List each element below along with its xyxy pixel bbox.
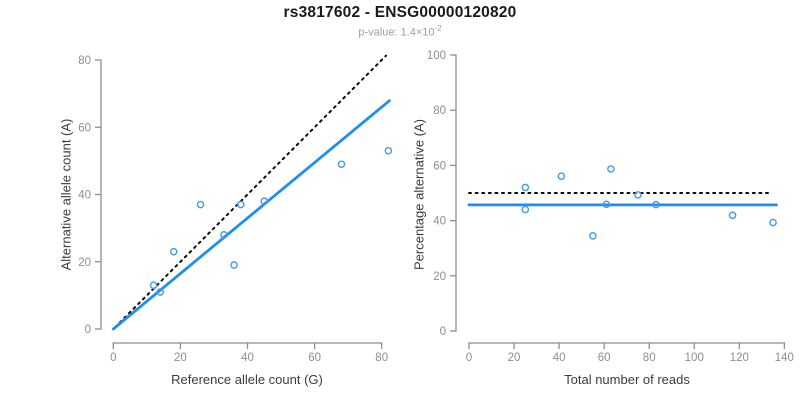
x-tick-label: 100 — [685, 352, 704, 364]
data-point — [156, 288, 165, 296]
data-point — [230, 261, 238, 269]
y-tick-label: 40 — [433, 216, 446, 228]
right-plot: 0 20 40 60 80 100 120 140 0 20 40 60 80 100 — [427, 50, 794, 364]
x-tick-label: 60 — [598, 352, 611, 364]
y-tick-label: 80 — [78, 55, 91, 67]
data-point — [196, 200, 205, 209]
y-tick-label: 80 — [433, 105, 446, 117]
data-point — [728, 211, 737, 220]
data-point — [607, 165, 615, 173]
x-tick-label: 0 — [466, 352, 472, 364]
data-point — [557, 172, 566, 180]
data-point — [149, 281, 158, 290]
p-value-exponent: -2 — [434, 24, 442, 33]
left-plot-y-axis-label: Alternative allele count (A) — [58, 118, 74, 271]
right-plot-x-axis-label: Total number of reads — [564, 372, 690, 387]
left-plot-x-axis-label: Reference allele count (G) — [171, 372, 323, 387]
x-tick-label: 80 — [375, 352, 388, 364]
x-tick-label: 0 — [110, 352, 116, 364]
data-point — [634, 191, 642, 199]
x-tick-label: 20 — [174, 352, 187, 364]
data-point — [220, 231, 228, 239]
x-tick-label: 120 — [730, 352, 749, 364]
right-plot-y-axis-label: Percentage alternative (A) — [411, 118, 427, 271]
data-point — [169, 247, 178, 256]
y-tick-label: 100 — [427, 50, 446, 62]
x-tick-label: 140 — [775, 352, 794, 364]
x-tick-label: 40 — [241, 352, 254, 364]
y-tick-label: 40 — [78, 190, 91, 202]
x-tick-label: 20 — [508, 352, 521, 364]
y-tick-label: 0 — [440, 326, 446, 338]
data-point — [384, 146, 393, 155]
y-tick-label: 20 — [78, 257, 91, 269]
y-tick-label: 60 — [433, 160, 446, 172]
data-point — [652, 200, 660, 209]
y-tick-label: 60 — [78, 122, 91, 134]
data-point — [521, 205, 530, 214]
x-tick-label: 80 — [643, 352, 656, 364]
y-tick-label: 20 — [433, 271, 446, 283]
data-point — [337, 160, 346, 169]
data-point — [589, 231, 597, 240]
x-tick-label: 40 — [553, 352, 566, 364]
left-plot: 0 20 40 60 80 0 20 40 60 80 — [78, 54, 393, 364]
identity-line — [113, 54, 388, 329]
data-point — [236, 200, 245, 209]
data-point — [521, 183, 530, 192]
x-tick-label: 60 — [308, 352, 321, 364]
p-value-text: p-value: 1.4×10 — [358, 26, 435, 39]
fit-line — [111, 99, 391, 331]
data-point — [260, 197, 269, 206]
plot-title: rs3817602 - ENSG00000120820 — [283, 4, 517, 21]
p-value-subtitle: p-value: 1.4×10-2 — [0, 24, 800, 39]
data-point — [769, 218, 777, 227]
data-point — [602, 200, 611, 209]
y-tick-label: 0 — [85, 324, 91, 336]
